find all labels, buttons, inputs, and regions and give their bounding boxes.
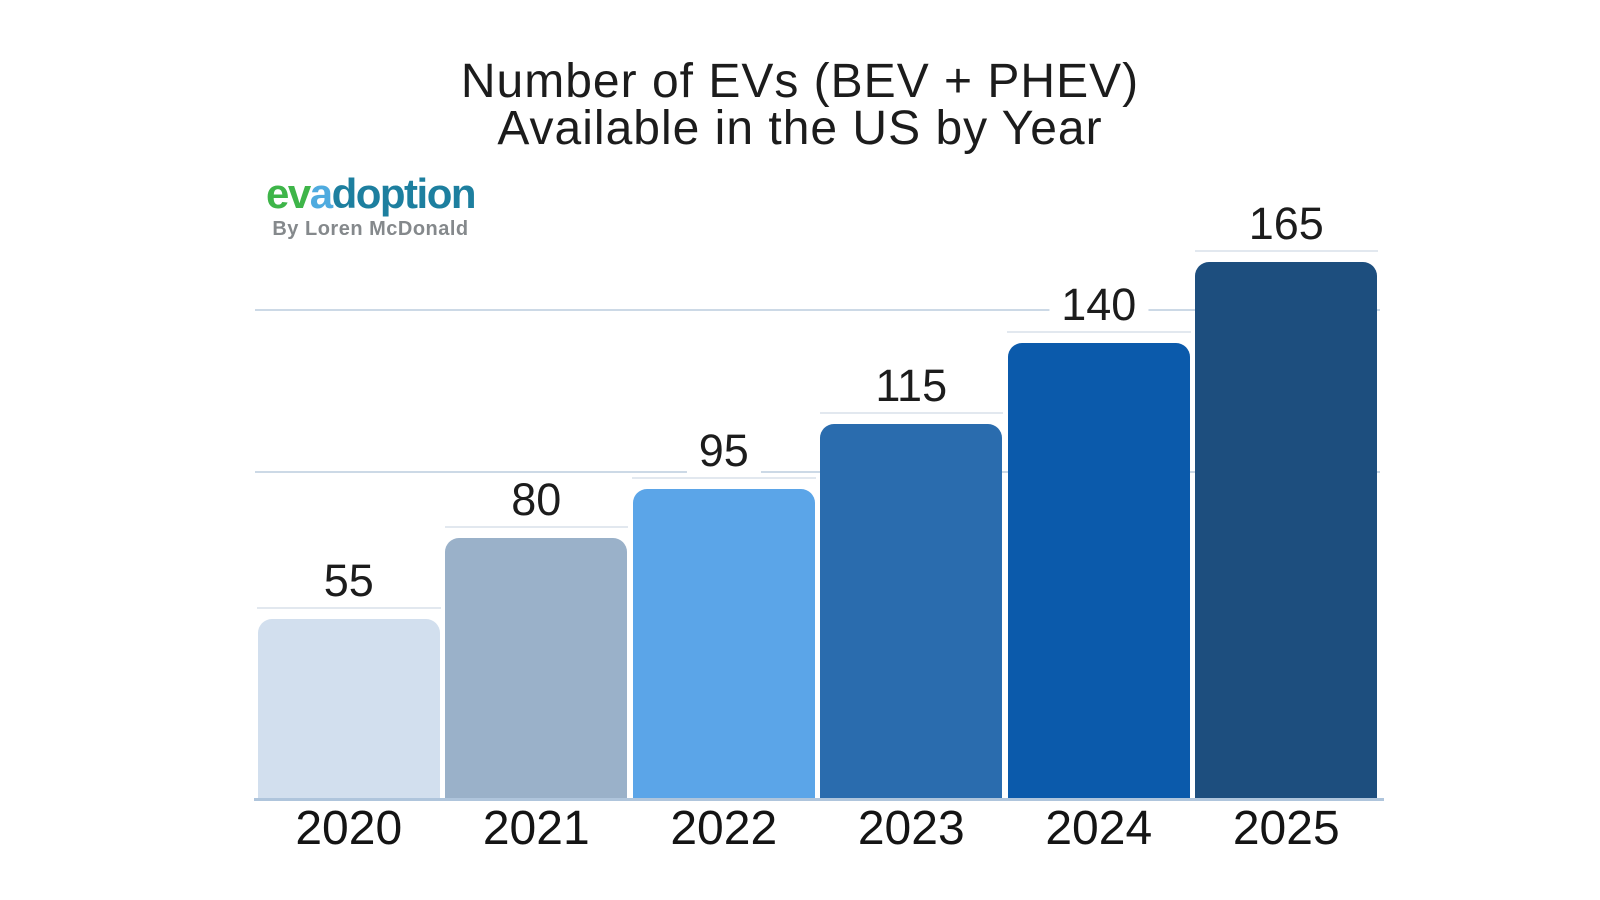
x-axis-label-2023: 2023 bbox=[857, 802, 965, 855]
value-label-2024: 140 bbox=[1049, 280, 1149, 330]
label-leader-line-2023 bbox=[819, 412, 1003, 415]
evadoption-logo: evadoption By Loren McDonald bbox=[266, 170, 477, 241]
x-axis-line bbox=[254, 798, 1384, 801]
label-leader-line-2022 bbox=[632, 477, 816, 480]
gridline-100 bbox=[255, 471, 1380, 473]
label-leader-line-2024 bbox=[1007, 331, 1191, 333]
value-label-2023: 115 bbox=[863, 361, 960, 412]
x-axis-label-2022: 2022 bbox=[670, 802, 778, 855]
bar-2022 bbox=[632, 489, 815, 798]
logo-word-a: a bbox=[309, 170, 333, 217]
gridline-150 bbox=[255, 308, 1380, 311]
label-leader-line-2021 bbox=[444, 526, 628, 528]
x-axis-label-2021: 2021 bbox=[482, 802, 590, 855]
evadoption-logo-wordmark: evadoption bbox=[266, 170, 477, 217]
label-leader-line-2020 bbox=[257, 607, 441, 610]
x-axis-label-2024: 2024 bbox=[1045, 802, 1153, 855]
bar-2024 bbox=[1007, 343, 1190, 798]
logo-word-doption: doption bbox=[331, 170, 477, 217]
bar-2021 bbox=[445, 538, 628, 798]
x-axis-label-2025: 2025 bbox=[1232, 802, 1340, 855]
bar-2020 bbox=[257, 619, 440, 798]
chart-title-line-2: Available in the US by Year bbox=[497, 102, 1103, 155]
x-axis-label-2020: 2020 bbox=[295, 802, 403, 855]
bar-2023 bbox=[820, 424, 1003, 798]
chart-title-line-1: Number of EVs (BEV + PHEV) bbox=[460, 55, 1140, 108]
logo-byline: By Loren McDonald bbox=[272, 218, 469, 240]
value-label-2021: 80 bbox=[499, 475, 574, 525]
plot-area: 55 80 95 115 140 165 bbox=[254, 198, 1384, 801]
value-label-2020: 55 bbox=[311, 556, 386, 607]
bar-2025 bbox=[1195, 261, 1378, 798]
label-leader-line-2025 bbox=[1194, 249, 1378, 252]
chart-title: Number of EVs (BEV + PHEV) Available in … bbox=[0, 55, 1600, 155]
value-label-2022: 95 bbox=[686, 426, 761, 477]
value-label-2025: 165 bbox=[1236, 198, 1336, 249]
logo-word-ev: ev bbox=[266, 170, 311, 217]
